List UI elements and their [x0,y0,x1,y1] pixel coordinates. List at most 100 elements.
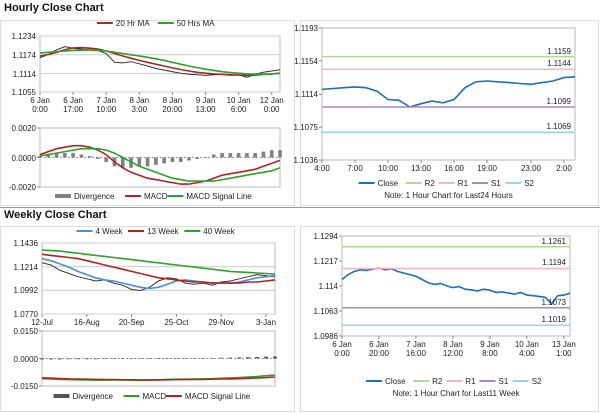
divergence-bar [211,154,216,158]
y-tick-label: 1.1114 [12,69,36,79]
series-line [341,267,571,306]
divergence-bar [46,154,51,158]
legend-label: 4 Week [95,226,123,236]
x-tick-label: 13:00 [410,164,432,173]
x-tick-label: 16-Aug [73,318,100,327]
x-tick-label: 8 Jan 3:00 [129,96,150,114]
legend-label: R2 [424,178,435,188]
divergence-bar [154,157,158,165]
divergence-bar [54,153,59,158]
divergence-bar [66,358,71,360]
divergence-bar [269,150,274,158]
divergence-bar [162,157,166,164]
divergence-bar [120,157,125,168]
y-tick-label: 1.1214 [13,262,38,272]
x-tick-label: 12-Jul [31,318,53,327]
x-tick-label: 8 Jan 12:00 [442,340,463,358]
series-line [39,49,281,75]
divergence-bar [129,358,134,359]
divergence-bar [137,157,142,167]
divergence-bar [273,356,277,359]
series-line [41,376,276,381]
y-tick-label: 1.1234 [11,32,36,41]
divergence-bar [165,358,170,359]
level-label: 1.1194 [542,258,566,268]
divergence-bar [102,358,107,360]
level-label: 1.1144 [547,59,571,69]
x-tick-label: 9 Jan 13:00 [195,96,216,114]
x-tick-label: 16:00 [443,164,465,173]
y-tick-label: 1.0992 [13,286,38,296]
y-tick-label: 1.1193 [294,24,318,33]
x-tick-label: 6 Jan 0:00 [332,340,352,358]
divergence-bar [138,358,143,359]
divergence-bar [201,357,206,359]
y-tick-label: 1.1436 [13,239,38,248]
divergence-bar [96,157,100,159]
y-tick-label: 1.1174 [12,50,36,60]
y-tick-label: 1.0986 [313,332,338,341]
legend-label: R2 [432,376,443,386]
legend-label: MACD [144,191,168,201]
chart-note: Note: 1 Hour Chart for Last24 Hours [384,191,513,200]
x-tick-label: 13 Jan 1:00 [551,340,576,358]
y-tick-label: 1.0770 [13,310,38,319]
divergence-bar [147,358,152,359]
legend-label: S2 [524,178,534,188]
x-tick-label: 19:00 [476,164,498,173]
x-tick-label: 9 Jan 8:00 [480,340,500,358]
divergence-bar [187,157,191,161]
legend-swatch [55,194,71,198]
level-label: 1.1019 [541,315,566,325]
series-line [41,253,276,284]
divergence-bar [192,358,197,359]
x-tick-label: 2:00 [556,164,572,173]
legend-label: Close [385,376,406,386]
divergence-bar [111,358,116,359]
panel [300,20,599,206]
legend-swatch [53,394,70,398]
divergence-bar [245,153,249,158]
divergence-bar [237,357,242,359]
panel [0,226,295,412]
divergence-bar [71,153,75,158]
divergence-bar [79,154,84,158]
level-label: 1.1159 [547,46,571,56]
divergence-bar [178,157,183,162]
x-tick-label: 10 Jan 4:00 [514,340,539,358]
panel [300,226,599,412]
chart-note: Note: 1 Hour Chart for Last11 Week [392,389,520,398]
divergence-bar [228,357,233,359]
panel [0,20,295,206]
legend-label: 13 Week [147,226,179,236]
price-line [41,262,276,292]
x-tick-label: 10 Jan 6:00 [226,96,251,114]
section-heading: Hourly Close Chart [4,2,104,14]
y-tick-label: 0.0000 [11,153,36,163]
series-line [39,147,281,182]
legend-label: S2 [531,376,542,386]
series-line [39,144,281,185]
divergence-bar [174,358,179,359]
divergence-bar [84,358,89,360]
divergence-bar [278,150,282,158]
legend-label: 40 Week [203,226,235,236]
divergence-bar [264,356,268,359]
y-tick-label: 1.1036 [293,156,318,165]
y-tick-label: 0.0020 [11,124,36,133]
divergence-bar [145,157,150,167]
y-tick-label: 1.1294 [313,232,338,241]
level-label: 1.1069 [546,122,571,132]
y-tick-label: 1.1075 [293,123,318,133]
y-tick-label: 1.1063 [313,307,338,316]
divergence-bar [253,153,257,158]
legend-label: Close [377,178,399,188]
divergence-bar [75,358,80,360]
series-line [41,249,276,275]
divergence-bar [120,358,125,359]
x-tick-label: 8 Jan 20:00 [162,96,183,114]
divergence-bar [203,157,208,158]
divergence-bar [104,157,109,162]
divergence-bar [255,357,260,359]
